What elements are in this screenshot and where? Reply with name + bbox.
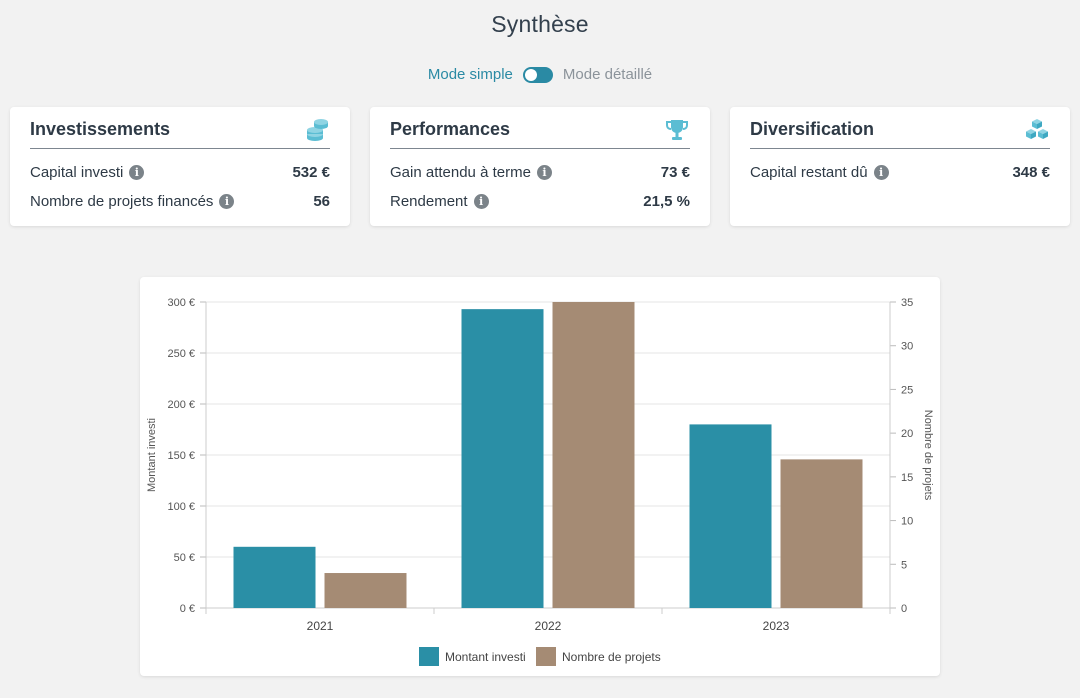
- y-right-tick-label: 20: [901, 428, 913, 440]
- bar-nombre-de-projets: [324, 573, 407, 608]
- row-value: 21,5 %: [643, 192, 690, 210]
- mode-simple-label[interactable]: Mode simple: [427, 66, 513, 83]
- cubes-icon: [1026, 119, 1048, 139]
- mode-detailed-label[interactable]: Mode détaillé: [562, 66, 653, 83]
- y-right-tick-label: 15: [901, 472, 913, 484]
- card-row: Gain attendu à terme i 73 €: [390, 162, 690, 182]
- row-label: Gain attendu à terme: [390, 163, 531, 181]
- card-header: Investissements: [30, 117, 330, 149]
- info-icon[interactable]: i: [473, 193, 489, 209]
- row-label: Rendement: [390, 192, 468, 210]
- card-title: Investissements: [30, 119, 171, 139]
- x-tick-label: 2022: [535, 619, 562, 633]
- y-left-tick-label: 0 €: [180, 603, 195, 615]
- card-row: Capital investi i 532 €: [30, 162, 330, 182]
- bar-montant-investi: [233, 546, 316, 608]
- chart-card: 0 € 50 € 100 € 150 € 200 € 250 € 300 € 0 5 10 15 20…: [140, 277, 940, 676]
- y-right-tick-label: 10: [901, 516, 913, 528]
- card-title: Performances: [390, 119, 511, 139]
- card-header: Diversification: [750, 117, 1050, 149]
- bar-nombre-de-projets: [552, 302, 635, 608]
- y-left-tick-label: 100 €: [167, 501, 195, 513]
- y-right-tick-label: 0: [901, 603, 907, 615]
- row-value: 532 €: [292, 163, 330, 181]
- bar-montant-investi: [461, 309, 544, 608]
- info-icon[interactable]: i: [219, 193, 235, 209]
- y-right-tick-label: 5: [901, 559, 907, 571]
- page-title: Synthèse: [491, 11, 589, 37]
- card-row: Nombre de projets financés i 56: [30, 191, 330, 211]
- y-left-tick-label: 200 €: [167, 399, 195, 411]
- legend-label-montant-investi: Montant investi: [445, 650, 526, 664]
- card-header: Performances: [390, 117, 690, 149]
- info-icon[interactable]: i: [536, 164, 552, 180]
- y-right-axis-title: Nombre de projets: [922, 410, 934, 501]
- row-value: 348 €: [1012, 163, 1050, 181]
- info-icon[interactable]: i: [129, 164, 145, 180]
- y-left-tick-label: 150 €: [167, 450, 195, 462]
- y-right-tick-label: 30: [901, 341, 913, 353]
- trophy-icon: [666, 120, 688, 140]
- y-right-tick-label: 35: [901, 297, 913, 309]
- row-label: Capital restant dû: [750, 163, 868, 181]
- legend-swatch-montant-investi: [419, 647, 439, 666]
- mode-switch: Mode simple Mode détaillé: [0, 66, 1080, 83]
- y-left-tick-label: 300 €: [167, 297, 195, 309]
- row-value: 73 €: [660, 163, 690, 181]
- legend-swatch-nombre-de-projets: [536, 647, 556, 666]
- card-row: Rendement i 21,5 %: [390, 191, 690, 211]
- card-investissements: Investissements Capital investi i 532 € …: [10, 107, 350, 226]
- legend-label-nombre-de-projets: Nombre de projets: [562, 650, 661, 664]
- y-left-tick-label: 250 €: [167, 348, 195, 360]
- info-icon[interactable]: i: [873, 164, 889, 180]
- row-label: Nombre de projets financés: [30, 192, 214, 210]
- x-tick-label: 2023: [763, 619, 790, 633]
- card-diversification: Diversification Capital restant dû i 348…: [730, 107, 1070, 226]
- row-value: 56: [313, 192, 330, 210]
- row-label: Capital investi: [30, 163, 124, 181]
- card-performances: Performances Gain attendu à terme i 73 €…: [370, 107, 710, 226]
- y-right-tick-label: 25: [901, 384, 913, 396]
- x-tick-label: 2021: [307, 619, 334, 633]
- toggle-knob: [524, 68, 537, 81]
- bar-montant-investi: [689, 424, 772, 608]
- card-row: Capital restant dû i 348 €: [750, 162, 1050, 182]
- mode-toggle[interactable]: [522, 66, 553, 83]
- coins-stack-icon: [307, 119, 328, 141]
- bar-chart: 0 € 50 € 100 € 150 € 200 € 250 € 300 € 0 5 10 15 20…: [146, 297, 934, 666]
- y-left-tick-label: 50 €: [174, 552, 195, 564]
- bar-nombre-de-projets: [780, 459, 863, 608]
- card-title: Diversification: [750, 119, 875, 139]
- y-left-axis-title: Montant investi: [146, 418, 158, 492]
